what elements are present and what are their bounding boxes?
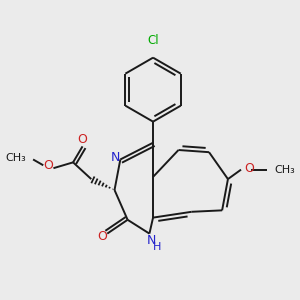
Text: H: H — [152, 242, 161, 252]
Text: CH₃: CH₃ — [274, 165, 295, 175]
Text: O: O — [244, 162, 254, 176]
Text: CH₃: CH₃ — [5, 153, 26, 163]
Text: O: O — [97, 230, 107, 243]
Text: N: N — [147, 234, 156, 247]
Text: N: N — [111, 152, 120, 164]
Text: O: O — [78, 133, 88, 146]
Text: O: O — [44, 160, 53, 172]
Text: Cl: Cl — [147, 34, 159, 47]
